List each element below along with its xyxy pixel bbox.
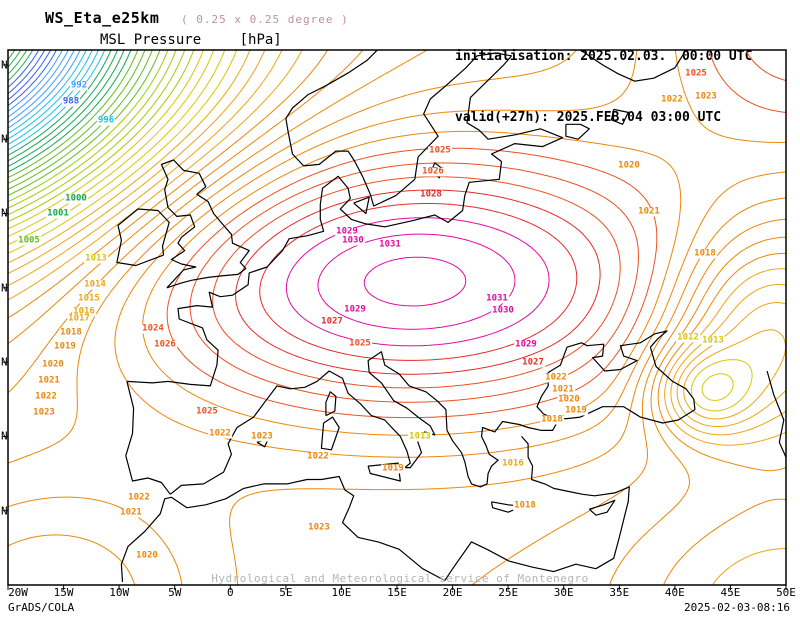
valid-time: valid(+27h): 2025.FEB.04 03:00 UTC — [455, 109, 722, 125]
header-right: initialisation: 2025.02.03. 00:00 UTC va… — [455, 7, 752, 168]
grid-resolution: ( 0.25 x 0.25 degree ) — [181, 13, 349, 26]
footer-timestamp: 2025-02-03-08:16 — [684, 601, 790, 614]
footer-credit: GrADS/COLA — [8, 601, 75, 614]
field-name: MSL Pressure — [100, 31, 202, 48]
coastlines — [116, 50, 786, 585]
header-left: WS_Eta_e25km ( 0.25 x 0.25 degree ) MSL … — [45, 6, 349, 50]
axis-ticks — [3, 64, 787, 590]
header-row1: WS_Eta_e25km ( 0.25 x 0.25 degree ) — [45, 6, 349, 30]
init-time: initialisation: 2025.02.03. 00:00 UTC — [455, 49, 753, 65]
plot-border — [7, 49, 787, 586]
header-row2: MSL Pressure [hPa] — [45, 30, 349, 50]
field-units: [hPa] — [239, 31, 282, 48]
isobar-contours — [8, 50, 786, 585]
model-name: WS_Eta_e25km — [45, 9, 160, 27]
watermark: Hydrological and Meteorological service … — [211, 572, 589, 585]
